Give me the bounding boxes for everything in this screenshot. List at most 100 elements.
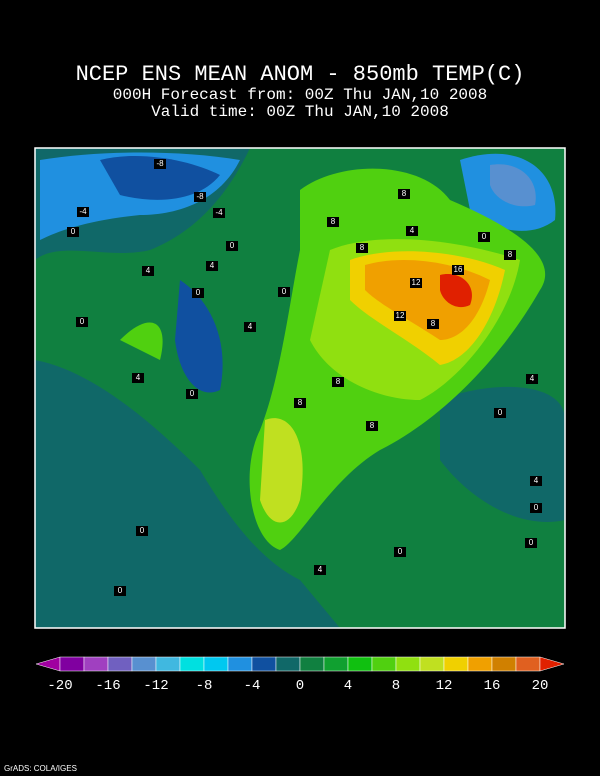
contour-label: 0 [230, 241, 235, 250]
colorbar-box [251, 656, 277, 672]
colorbar-tick-label: 8 [392, 678, 400, 694]
contour-label: -4 [79, 207, 87, 216]
region [35, 360, 340, 628]
colorbar-box [59, 656, 85, 672]
label-box [294, 398, 306, 408]
contour-label: 8 [298, 398, 303, 407]
contour-label: 0 [190, 389, 195, 398]
colorbar-box [227, 656, 253, 672]
contour-label: 4 [534, 476, 539, 485]
label-box [394, 547, 406, 557]
contour-label: 16 [454, 265, 463, 274]
contour-label: 0 [196, 288, 201, 297]
colorbar-box [275, 656, 301, 672]
label-box [327, 217, 339, 227]
label-box [67, 227, 79, 237]
colorbar-tick-label: -12 [143, 678, 168, 694]
contour-label: 0 [482, 232, 487, 241]
region [100, 155, 220, 200]
colorbar-box [131, 656, 157, 672]
contour-label: -8 [196, 192, 204, 201]
contour-label: 0 [398, 547, 403, 556]
label-box [530, 503, 542, 513]
colorbar-tick-label: -16 [95, 678, 120, 694]
colorbar-tick-label: -4 [244, 678, 261, 694]
contour-label: 0 [80, 317, 85, 326]
label-box [398, 189, 410, 199]
contour-label: 0 [529, 538, 534, 547]
region [490, 164, 536, 207]
title: NCEP ENS MEAN ANOM - 850mb TEMP(C) [76, 62, 525, 87]
contour-label: 0 [140, 526, 145, 535]
contour-label: 0 [498, 408, 503, 417]
label-box [366, 421, 378, 431]
region [175, 280, 223, 393]
label-box [410, 278, 422, 288]
map-frame [34, 147, 566, 629]
colorbar-arrow [539, 656, 565, 672]
contour-label: 8 [431, 319, 436, 328]
contour-label: 8 [508, 250, 513, 259]
map [34, 147, 566, 629]
label-box [530, 476, 542, 486]
label-box [76, 317, 88, 327]
label-box [114, 586, 126, 596]
colorbar-box [323, 656, 349, 672]
colorbar-box [491, 656, 517, 672]
colorbar-box [443, 656, 469, 672]
contour-label: 8 [370, 421, 375, 430]
label-box [206, 261, 218, 271]
label-box [192, 288, 204, 298]
colorbar-box [179, 656, 205, 672]
valid-time: Valid time: 00Z Thu JAN,10 2008 [151, 103, 449, 121]
label-box [504, 250, 516, 260]
label-box [132, 373, 144, 383]
contour-label: 0 [534, 503, 539, 512]
colorbar-tick-label: 0 [296, 678, 304, 694]
label-box [213, 208, 225, 218]
contour-label: 8 [336, 377, 341, 386]
colorbar-tick-label: 12 [436, 678, 453, 694]
contour-label: 12 [396, 311, 405, 320]
colorbar-box [419, 656, 445, 672]
contour-label: 0 [118, 586, 123, 595]
label-box [244, 322, 256, 332]
region [440, 386, 565, 522]
colorbar-box [467, 656, 493, 672]
colorbar-box [83, 656, 109, 672]
contour-label: 8 [360, 243, 365, 252]
label-box [77, 207, 89, 217]
contour-label: 4 [318, 565, 323, 574]
label-box [154, 159, 166, 169]
colorbar-tick-label: 20 [532, 678, 549, 694]
footer: GrADS: COLA/IGES [4, 764, 77, 773]
label-box [332, 377, 344, 387]
label-box [278, 287, 290, 297]
label-box [525, 538, 537, 548]
colorbar-tick-label: 4 [344, 678, 352, 694]
label-box [356, 243, 368, 253]
colorbar-box [515, 656, 541, 672]
colorbar: -20 -16 -12 -8 -4 0 4 8 12 16 20 [35, 656, 565, 694]
contour-label: -8 [156, 159, 164, 168]
colorbar-box [155, 656, 181, 672]
contour-label: 8 [402, 189, 407, 198]
forecast: 000H Forecast from: 00Z Thu JAN,10 2008 [113, 86, 487, 104]
label-box [314, 565, 326, 575]
contour-label: -4 [215, 208, 223, 217]
label-box [494, 408, 506, 418]
contour-labels: -8 -8 -4 -4 0 4 0 4 0 4 0 0 4 0 8 8 4 8 0 8 12 16 12 8 8 8 8 0 4 0 4 0 0… [67, 159, 542, 596]
region [260, 418, 303, 523]
contour-label: 4 [530, 374, 535, 383]
colorbar-tick-label: 16 [484, 678, 501, 694]
colorbar-box [395, 656, 421, 672]
colorbar-tick-label: -20 [47, 678, 72, 694]
label-box [427, 319, 439, 329]
label-box [478, 232, 490, 242]
contour-label: 12 [412, 278, 421, 287]
colorbar-box [203, 656, 229, 672]
contour-label: 0 [282, 287, 287, 296]
label-box [526, 374, 538, 384]
contour-label: 8 [331, 217, 336, 226]
